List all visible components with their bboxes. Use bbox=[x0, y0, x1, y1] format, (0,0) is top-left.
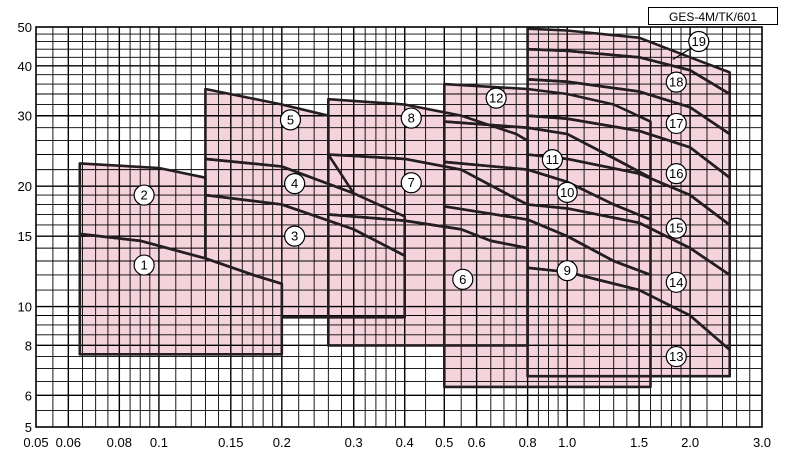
label-7-circle bbox=[400, 172, 422, 194]
y-tick-label: 6 bbox=[25, 388, 32, 403]
label-6: 6 bbox=[459, 272, 466, 287]
region-2-fill bbox=[79, 163, 206, 259]
label-13: 13 bbox=[669, 349, 683, 364]
y-tick-label: 5 bbox=[25, 420, 32, 435]
label-5-circle bbox=[279, 109, 302, 131]
label-19-leader bbox=[672, 47, 692, 60]
region-19-curve bbox=[526, 27, 732, 96]
label-1: 1 bbox=[141, 258, 148, 273]
label-13-circle bbox=[665, 345, 687, 368]
label-2-circle bbox=[133, 184, 155, 206]
x-tick-label: 0.08 bbox=[107, 435, 132, 450]
label-3: 3 bbox=[291, 229, 298, 244]
x-tick-label: 0.06 bbox=[56, 435, 81, 450]
label-15-circle bbox=[665, 217, 687, 239]
x-tick-label: 0.2 bbox=[273, 435, 291, 450]
x-tick-label: 0.15 bbox=[218, 435, 243, 450]
y-tick-label: 50 bbox=[18, 20, 32, 35]
model-label: GES-4M/TK/601 bbox=[648, 7, 778, 25]
label-8-circle bbox=[400, 107, 422, 129]
label-9: 9 bbox=[564, 263, 571, 278]
axis-ticks: 0.05 0.06 0.08 0.1 0.15 0.2 0.3 0.4 0.5 0.6 0.8 1.0… bbox=[18, 20, 772, 450]
label-9-circle bbox=[556, 260, 578, 282]
x-tick-label: 1.0 bbox=[558, 435, 576, 450]
y-tick-label: 8 bbox=[25, 338, 32, 353]
label-12-circle bbox=[485, 87, 507, 109]
x-tick-label: 0.8 bbox=[519, 435, 537, 450]
region-12-curve bbox=[442, 82, 652, 179]
label-4: 4 bbox=[291, 176, 298, 191]
plot-frame bbox=[35, 26, 763, 428]
label-2: 2 bbox=[141, 188, 148, 203]
region-19-fill bbox=[527, 28, 730, 95]
label-18-circle bbox=[665, 71, 687, 93]
x-tick-label: 0.4 bbox=[396, 435, 414, 450]
y-tick-label: 20 bbox=[18, 179, 32, 194]
label-7: 7 bbox=[408, 175, 415, 190]
label-12: 12 bbox=[489, 91, 503, 106]
label-16-circle bbox=[665, 163, 687, 185]
label-1-circle bbox=[133, 254, 155, 276]
label-17-circle bbox=[665, 112, 687, 135]
label-11-circle bbox=[541, 149, 564, 171]
label-3-circle bbox=[284, 225, 306, 247]
outline-layer bbox=[78, 27, 732, 389]
x-tick-label: 3.0 bbox=[753, 435, 771, 450]
y-tick-label: 30 bbox=[18, 109, 32, 124]
label-8: 8 bbox=[408, 111, 415, 126]
y-tick-label: 10 bbox=[18, 300, 32, 315]
label-4-circle bbox=[284, 172, 306, 195]
region-18-fill bbox=[527, 49, 730, 135]
label-18: 18 bbox=[669, 75, 683, 90]
label-10-circle bbox=[556, 181, 578, 203]
label-10: 10 bbox=[560, 185, 574, 200]
y-tick-label: 40 bbox=[18, 59, 32, 74]
label-14-circle bbox=[665, 271, 687, 293]
x-tick-label: 0.05 bbox=[23, 435, 48, 450]
label-15: 15 bbox=[669, 221, 683, 236]
x-tick-label: 0.5 bbox=[435, 435, 453, 450]
x-tick-label: 0.6 bbox=[468, 435, 486, 450]
y-tick-label: 15 bbox=[18, 229, 32, 244]
x-tick-label: 2.0 bbox=[681, 435, 699, 450]
label-19-circle bbox=[688, 30, 710, 53]
label-14: 14 bbox=[669, 275, 683, 290]
label-16: 16 bbox=[669, 166, 683, 181]
label-17: 17 bbox=[669, 116, 683, 131]
label-19: 19 bbox=[692, 34, 706, 49]
label-5: 5 bbox=[287, 112, 294, 127]
label-11: 11 bbox=[546, 152, 560, 167]
x-tick-label: 0.3 bbox=[345, 435, 363, 450]
region-4-fill bbox=[205, 158, 405, 256]
x-tick-label: 0.1 bbox=[150, 435, 168, 450]
label-6-circle bbox=[452, 268, 474, 290]
x-tick-label: 1.5 bbox=[630, 435, 648, 450]
